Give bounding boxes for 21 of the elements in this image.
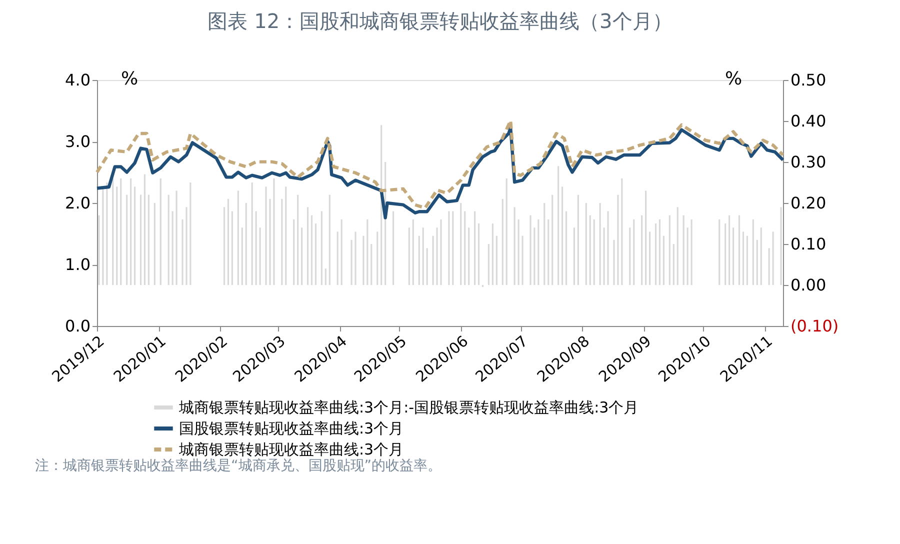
y2-tick-label: 0.50 [790, 70, 826, 90]
y2-tick-label: 0.10 [790, 234, 826, 254]
y2-tick-label: 0.30 [790, 152, 826, 172]
y2-tick-label: (0.10) [790, 316, 839, 336]
y2-tick-label: 0.40 [790, 112, 826, 130]
y-tick-label: 3.0 [65, 132, 90, 151]
legend-label: 城商银票转贴现收益率曲线:3个月 [178, 440, 404, 458]
text: 注：城商银票转贴收益率曲线是“城商承兑、国股贴现”的收益率。 [35, 458, 442, 474]
y2-axis-title: % [724, 68, 742, 90]
line-series [95, 126, 785, 220]
y2-tick-label: 0.00 [790, 276, 826, 294]
y-tick-label: 1.0 [65, 255, 90, 274]
legend-label: 城商银票转贴现收益率曲线:3个月:-国股银票转贴现收益率曲线:3个月 [178, 398, 639, 416]
y2-tick-label: 0.20 [790, 194, 826, 212]
legend-label: 国股银票转贴现收益率曲线:3个月 [179, 420, 404, 438]
y-tick-label: 0.0 [65, 316, 90, 336]
chart-title: 图表 12：国股和城商银票转贴收益率曲线（3个月） [208, 9, 672, 33]
y-tick-label: 2.0 [65, 194, 90, 212]
y-axis-title: % [120, 68, 138, 90]
line-series [95, 118, 785, 210]
y-tick-label: 4.0 [65, 70, 90, 90]
